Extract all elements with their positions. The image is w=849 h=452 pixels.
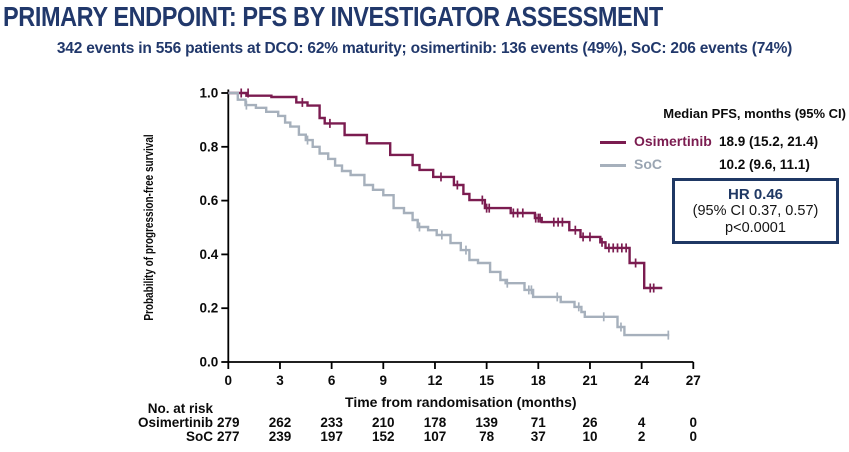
legend-header: Median PFS, months (95% CI) [663,106,846,121]
legend-label-soc: SoC [634,156,662,172]
risk-count: 0 [690,429,698,444]
y-tick-label: 1.0 [200,86,219,101]
risk-count: 107 [424,429,447,444]
x-tick-label: 6 [328,373,336,388]
x-axis-title: Time from randomisation (months) [345,394,577,410]
risk-count: 279 [217,415,240,430]
risk-count: 0 [690,415,698,430]
legend-row-osimertinib: Osimertinib 18.9 (15.2, 21.4) [0,133,849,153]
x-tick-label: 18 [531,373,547,388]
x-tick-label: 24 [634,373,650,388]
hr-value: HR 0.46 [727,185,784,203]
y-tick-label: 0.4 [200,247,219,262]
y-tick-label: 0.8 [200,139,219,154]
x-tick-label: 3 [276,373,284,388]
legend-value-soc: 10.2 (9.6, 11.1) [719,156,810,172]
soc-curve [228,91,670,337]
x-tick-label: 15 [479,373,495,388]
y-tick-label: 0.0 [200,355,219,370]
risk-count: 277 [217,429,240,444]
risk-count: 210 [372,415,395,430]
y-tick-label: 0.6 [200,193,219,208]
risk-count: 262 [269,415,292,430]
risk-count: 152 [372,429,395,444]
x-tick-label: 12 [427,373,442,388]
subtitle: 342 events in 556 patients at DCO: 62% m… [56,40,793,57]
risk-count: 37 [531,429,546,444]
risk-row-label: Osimertinib [138,415,213,430]
hr-ci: (95% CI 0.37, 0.57) [692,202,819,219]
page-title: PRIMARY ENDPOINT: PFS BY INVESTIGATOR AS… [3,1,663,32]
legend-value-osimertinib: 18.9 (15.2, 21.4) [719,133,819,149]
risk-count: 10 [582,429,597,444]
risk-count: 197 [320,429,343,444]
risk-count: 71 [531,415,547,430]
risk-count: 2 [638,429,646,444]
risk-table-header: No. at risk [148,401,214,416]
risk-count: 78 [479,429,495,444]
risk-row-label: SoC [186,429,213,444]
risk-count: 233 [320,415,343,430]
x-tick-label: 27 [686,373,701,388]
risk-count: 139 [475,415,498,430]
risk-count: 178 [424,415,447,430]
osimertinib-curve [228,91,663,290]
y-axis-title: Probability of progression-free survival [143,134,156,320]
risk-count: 26 [582,415,598,430]
risk-count: 239 [269,429,292,444]
hr-pvalue: p<0.0001 [725,219,786,236]
legend-label-osimertinib: Osimertinib [634,133,712,149]
y-tick-label: 0.2 [200,301,219,316]
risk-count: 4 [638,415,646,430]
hazard-ratio-box: HR 0.46 (95% CI 0.37, 0.57) p<0.0001 [672,178,839,244]
soc-line-swatch [600,164,626,167]
x-tick-label: 0 [225,373,233,388]
legend-row-soc: SoC 10.2 (9.6, 11.1) [0,156,849,176]
x-tick-label: 21 [582,373,598,388]
osimertinib-line-swatch [600,141,626,144]
x-tick-label: 9 [380,373,388,388]
